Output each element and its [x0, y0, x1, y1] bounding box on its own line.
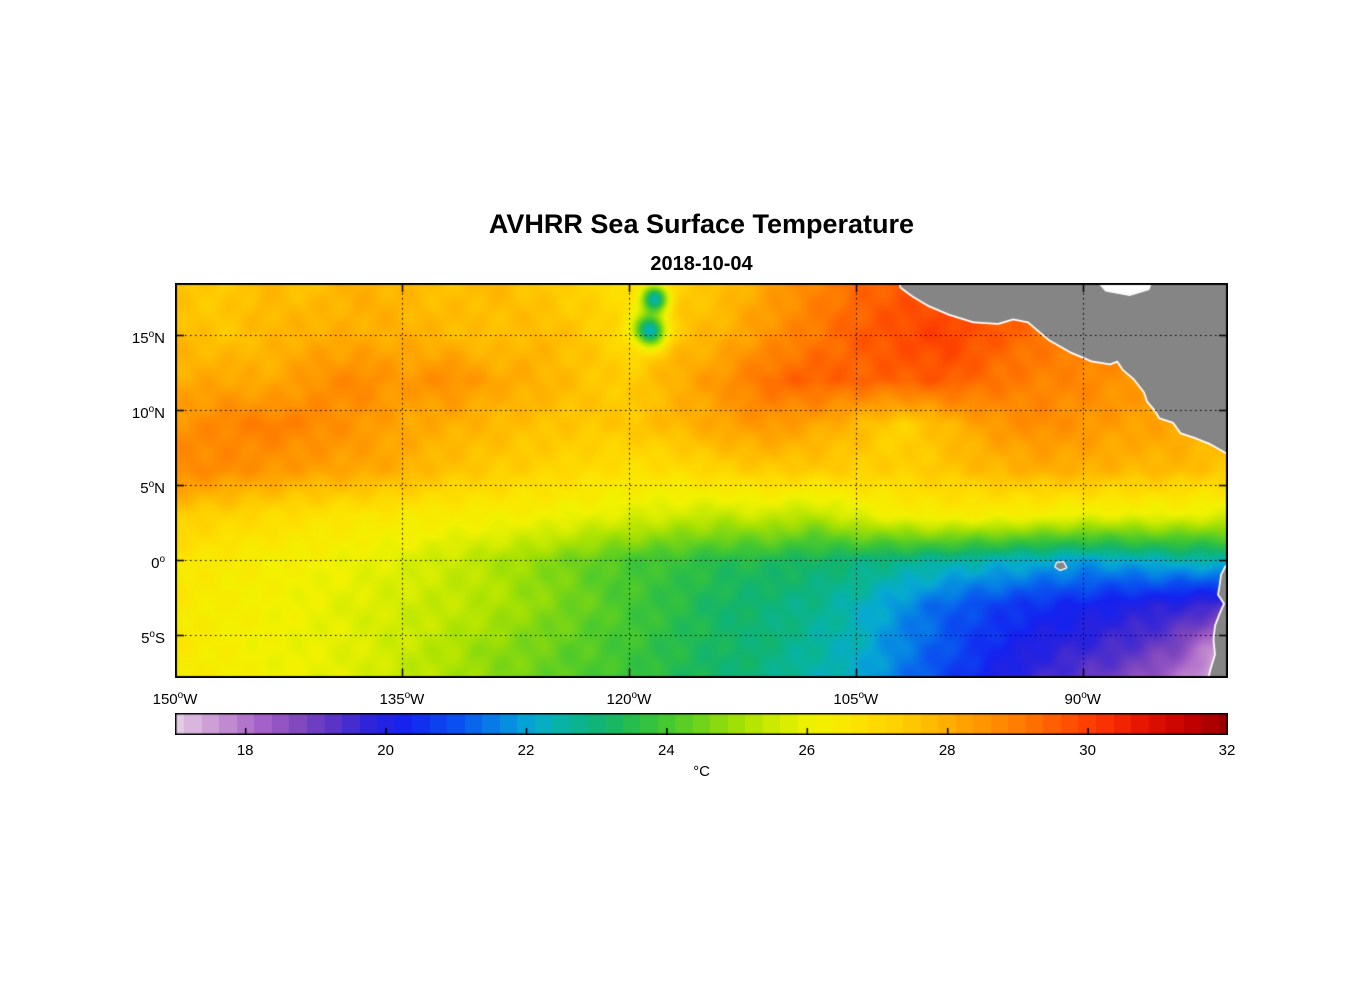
colorbar-tick-label: 18: [236, 742, 254, 759]
figure-title: AVHRR Sea Surface Temperature: [488, 209, 915, 239]
colorbar-tick-label: 20: [377, 742, 394, 759]
figure-subtitle: 2018-10-04: [650, 253, 753, 275]
y-axis-tick-label: 5oS: [141, 628, 165, 647]
colorbar-tick-label: 28: [938, 742, 956, 759]
x-axis-tick-label: 120oW: [606, 690, 652, 708]
colorbar-unit-label: °C: [693, 763, 710, 780]
y-axis-tick-label: 0o: [151, 553, 165, 572]
colorbar-tick-label: 30: [1079, 742, 1096, 759]
colorbar: [175, 713, 1228, 735]
x-axis-tick-label: 150oW: [152, 690, 198, 708]
y-axis-tick-label: 10oN: [131, 404, 165, 423]
colorbar-tick-label: 32: [1218, 742, 1236, 759]
colorbar-tick-label: 22: [517, 742, 535, 759]
x-axis-tick-label: 90oW: [1064, 690, 1101, 708]
colorbar-tick-label: 24: [658, 742, 675, 759]
x-axis-tick-label: 135oW: [379, 690, 425, 708]
sst-map: [175, 283, 1228, 678]
y-axis-tick-label: 15oN: [131, 329, 165, 348]
y-axis-tick-label: 5oN: [140, 478, 165, 497]
x-axis-tick-label: 105oW: [833, 690, 879, 708]
colorbar-tick-label: 26: [798, 742, 816, 759]
